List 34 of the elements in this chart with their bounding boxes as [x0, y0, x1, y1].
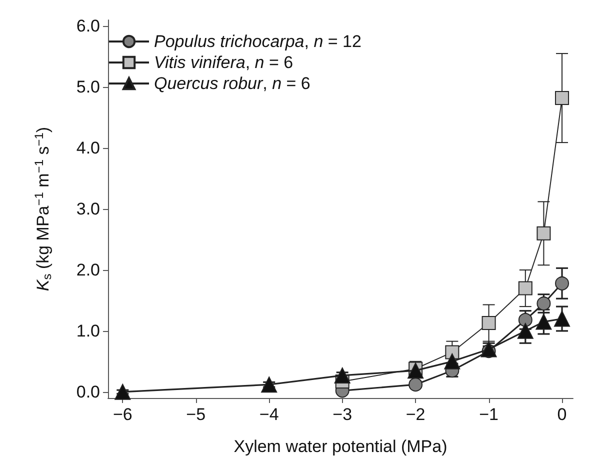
point [555, 91, 570, 106]
point [517, 322, 534, 339]
point [114, 384, 131, 400]
y-tick-label: 5.0 [76, 78, 100, 97]
point [518, 312, 532, 327]
x-tick-label: −2 [406, 405, 426, 424]
x-axis-title: Xylem water potential (MPa) [234, 437, 448, 456]
y-tick-label: 2.0 [76, 260, 100, 280]
point [536, 226, 551, 240]
legend-label: Populus trichocarpa, n = 12 [154, 32, 362, 51]
y-tick-label: 4.0 [76, 138, 100, 158]
point [334, 367, 350, 384]
point [408, 378, 423, 392]
y-tick-label: 0.0 [76, 382, 100, 402]
point [482, 316, 496, 330]
x-tick-label: −1 [479, 405, 498, 424]
x-tick-label: −5 [186, 405, 206, 424]
point [555, 276, 570, 290]
point [518, 281, 532, 296]
x-tick-label: −3 [332, 405, 352, 424]
legend-label: Vitis vinifera, n = 6 [154, 53, 294, 72]
point [554, 310, 570, 327]
legend-label: Quercus robur, n = 6 [154, 74, 310, 93]
point [261, 376, 278, 393]
text: Ks (kg MPa−1 m−1 s−1) [32, 126, 54, 292]
point [480, 341, 497, 358]
y-tick-label: 6.0 [76, 16, 100, 36]
y-tick-label: 3.0 [76, 200, 100, 218]
point [536, 296, 551, 310]
point [444, 353, 460, 370]
x-tick-label: −6 [112, 405, 132, 424]
x-tick-label: 0 [557, 405, 567, 424]
y-tick-label: 1.0 [76, 321, 100, 340]
x-tick-label: −4 [259, 405, 279, 424]
